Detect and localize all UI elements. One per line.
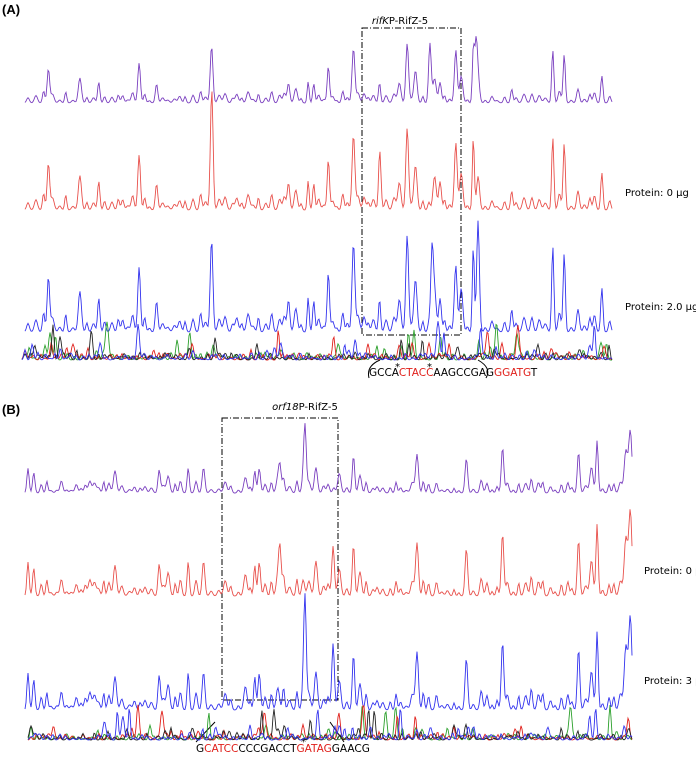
seq-part: CTACC [399, 367, 434, 379]
asterisk: * [427, 362, 432, 373]
trace [24, 36, 613, 104]
panel-label: (A) [2, 2, 20, 17]
seq-part: T [530, 367, 538, 379]
condition-label: Protein: 2.0 μg [625, 302, 696, 313]
footprint-box [361, 27, 462, 336]
seq-part: G [196, 743, 204, 755]
bracket [368, 359, 489, 379]
trace [24, 593, 633, 711]
seq-part: CATCC [204, 743, 238, 755]
footprint-box [221, 417, 339, 701]
title-italic: orf18 [272, 402, 298, 413]
trace [24, 220, 613, 333]
panel-title: rifKP-RifZ-5 [372, 16, 428, 27]
seq-part: GAACG [332, 743, 370, 755]
seq-part: GCCA [369, 367, 400, 379]
trace [21, 321, 612, 361]
seq-part: AAGCCGAG [433, 367, 494, 379]
seq-part: GGATG [494, 367, 531, 379]
panel-title: orf18P-RifZ-5 [272, 402, 338, 413]
asterisk: * [301, 737, 306, 748]
trace [27, 709, 633, 741]
trace [21, 321, 613, 361]
condition-label: Protein: 3 μg [644, 676, 696, 687]
trace [21, 324, 613, 361]
sequence: GCCACTACCAAGCCGAGGGATGT [369, 367, 538, 379]
seq-part: GATAG [297, 743, 332, 755]
condition-label: Protein: 0 μg [644, 566, 696, 577]
trace [27, 709, 633, 741]
trace [24, 91, 613, 211]
asterisk: * [395, 362, 400, 373]
trace [21, 325, 613, 361]
condition-label: Protein: 0 μg [625, 188, 689, 199]
seq-part: CCCGACCT [238, 743, 297, 755]
title-rest: P-RifZ-5 [299, 402, 338, 413]
trace [24, 509, 633, 597]
panel-label: (B) [2, 402, 20, 417]
sequence: GCATCCCCCGACCTGATAGGAACG [196, 743, 370, 755]
title-italic: rifK [372, 16, 390, 27]
trace [24, 423, 633, 494]
title-rest: P-RifZ-5 [389, 16, 428, 27]
